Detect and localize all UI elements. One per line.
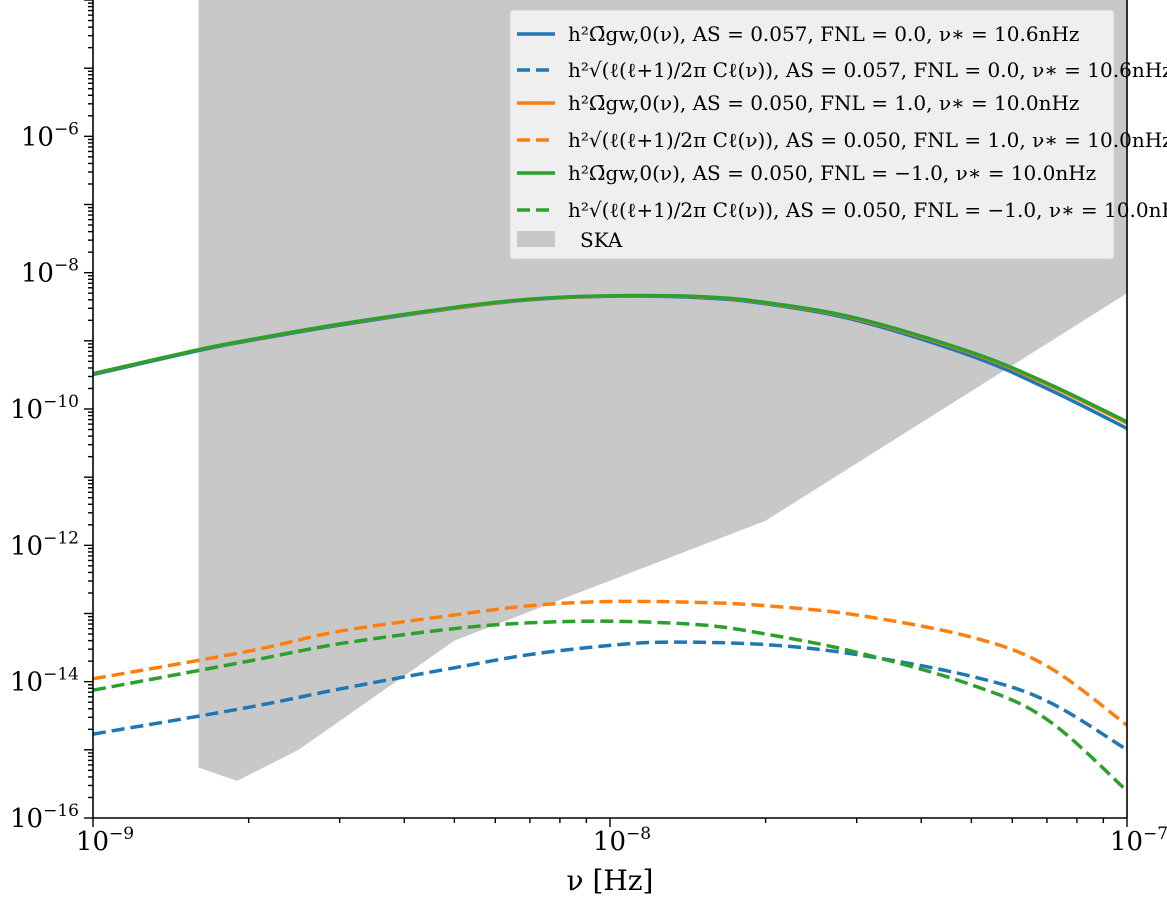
y-tick-label: 10−16 <box>10 801 79 834</box>
legend-entry-5: h²√(ℓ(ℓ+1)/2π Cℓ(ν)), AS = 0.050, FNL = … <box>568 198 1167 222</box>
legend-entry-4: h²Ω̄gw,0(ν), AS = 0.050, FNL = −1.0, ν∗ … <box>568 161 1096 185</box>
axes-layer: 10−9 10−8 10−7 10−16 10−14 10−12 10−10 10−8 10−6 <box>10 0 1167 857</box>
series-line-1 <box>93 640 1127 752</box>
legend-box <box>509 9 1115 260</box>
legend: h²Ω̄gw,0(ν), AS = 0.057, FNL = 0.0, ν∗ =… <box>509 9 1167 260</box>
y-tick-label: 10−14 <box>10 665 79 698</box>
x-tick-label: 10−8 <box>593 824 651 857</box>
legend-swatch-ska <box>517 231 555 247</box>
series-line-5 <box>93 619 1127 793</box>
x-tick-label: 10−9 <box>76 824 134 857</box>
y-tick-label: 10−6 <box>21 119 79 152</box>
legend-entry-0: h²Ω̄gw,0(ν), AS = 0.057, FNL = 0.0, ν∗ =… <box>568 22 1079 46</box>
legend-entry-3: h²√(ℓ(ℓ+1)/2π Cℓ(ν)), AS = 0.050, FNL = … <box>568 128 1167 152</box>
series-line-3 <box>93 599 1127 727</box>
y-tick-label: 10−10 <box>10 392 79 425</box>
x-axis-label: ν [Hz] <box>567 864 654 897</box>
y-tick-label: 10−8 <box>21 256 79 289</box>
legend-entry-ska: SKA <box>580 228 623 252</box>
y-tick-label: 10−12 <box>10 528 79 561</box>
legend-entry-2: h²Ω̄gw,0(ν), AS = 0.050, FNL = 1.0, ν∗ =… <box>568 91 1079 115</box>
x-tick-label: 10−7 <box>1110 824 1167 857</box>
legend-entry-1: h²√(ℓ(ℓ+1)/2π Cℓ(ν)), AS = 0.057, FNL = … <box>568 58 1167 82</box>
series-layer <box>93 293 1127 793</box>
series-line-4 <box>93 293 1127 424</box>
